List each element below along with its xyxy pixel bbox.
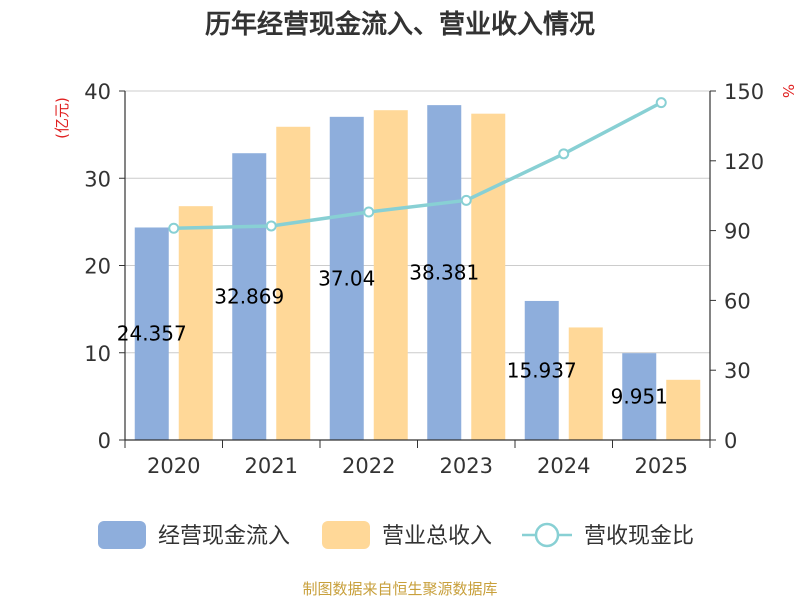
x-tick-label: 2025 xyxy=(635,454,688,478)
ratio-line-point xyxy=(558,148,570,160)
cash-inflow-data-label: 37.04 xyxy=(318,266,375,290)
revenue-bar xyxy=(666,379,701,440)
ratio-line-point xyxy=(168,222,180,234)
legend-ratio-label: 营收现金比 xyxy=(584,524,694,549)
cash-inflow-data-label: 9.951 xyxy=(611,385,668,409)
legend-revenue-swatch xyxy=(322,521,370,549)
y-left-unit: (亿元) xyxy=(53,97,71,139)
y-left-tick-label: 30 xyxy=(84,167,111,191)
legend-revenue-label: 营业总收入 xyxy=(382,524,492,549)
revenue-bar xyxy=(373,110,408,440)
revenue-bar xyxy=(471,113,506,440)
y-right-tick-label: 60 xyxy=(724,289,751,313)
cash-inflow-bar xyxy=(232,153,267,441)
y-left-tick-label: 0 xyxy=(98,429,111,453)
axes: 0 10 20 30 40 0 30 60 90 120 150 2020 2021 2022 2023 20… xyxy=(84,80,764,478)
y-right-tick-label: 30 xyxy=(724,359,751,383)
chart-title: 历年经营现金流入、营业收入情况 xyxy=(205,9,595,40)
cash-inflow-bar xyxy=(134,227,169,440)
y-left-tick-label: 10 xyxy=(84,342,111,366)
y-right-unit: % xyxy=(779,84,797,98)
grid xyxy=(125,90,710,354)
x-tick-label: 2020 xyxy=(147,454,200,478)
x-tick-label: 2022 xyxy=(342,454,395,478)
legend-cash-inflow-label: 经营现金流入 xyxy=(158,524,290,549)
ratio-line-point xyxy=(265,220,277,232)
data-labels: 24.357 32.869 37.04 38.381 15.937 9.951 xyxy=(117,261,668,409)
cash-inflow-bar xyxy=(622,353,657,440)
y-right-tick-label: 150 xyxy=(724,80,764,104)
legend-ratio-swatch-marker xyxy=(534,522,560,548)
x-tick-label: 2023 xyxy=(440,454,493,478)
revenue-bar xyxy=(568,327,603,440)
ratio-line-point xyxy=(363,206,375,218)
cash-inflow-data-label: 38.381 xyxy=(409,261,479,285)
revenue-bar xyxy=(276,126,311,441)
y-left-tick-label: 20 xyxy=(84,255,111,279)
x-tick-label: 2021 xyxy=(245,454,298,478)
bars xyxy=(134,105,701,441)
ratio-line-point xyxy=(655,97,667,109)
cash-inflow-data-label: 24.357 xyxy=(117,322,187,346)
x-tick-label: 2024 xyxy=(537,454,590,478)
y-right-tick-label: 90 xyxy=(724,220,751,244)
legend-cash-inflow-swatch xyxy=(98,521,146,549)
ratio-line xyxy=(168,97,667,234)
cash-inflow-bar xyxy=(329,116,364,441)
cash-inflow-data-label: 15.937 xyxy=(507,358,577,382)
cash-inflow-bar xyxy=(427,105,462,440)
y-right-tick-label: 120 xyxy=(724,150,764,174)
y-right-tick-label: 0 xyxy=(724,429,737,453)
ratio-line-path xyxy=(173,101,663,231)
legend: 经营现金流入 营业总收入 营收现金比 xyxy=(98,521,694,549)
source-note: 制图数据来自恒生聚源数据库 xyxy=(302,580,497,598)
y-left-tick-label: 40 xyxy=(84,80,111,104)
cash-inflow-data-label: 32.869 xyxy=(214,285,284,309)
cash-inflow-bar xyxy=(524,300,559,440)
ratio-line-point xyxy=(460,194,472,206)
revenue-bar xyxy=(178,206,213,440)
